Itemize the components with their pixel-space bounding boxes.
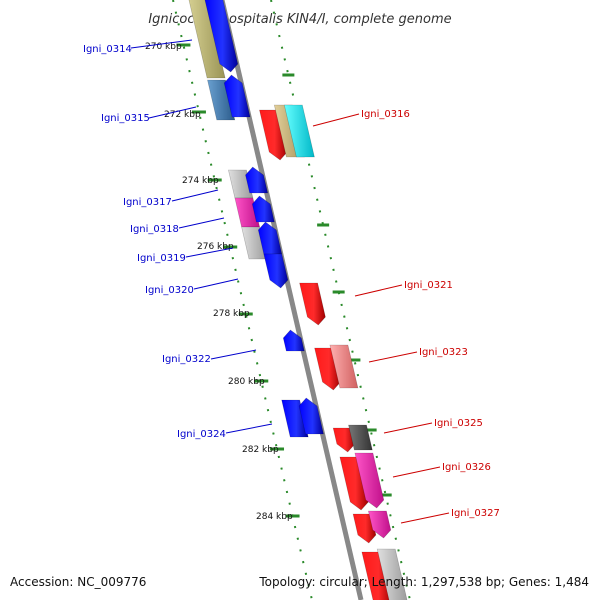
genome-summary-text: Topology: circular; Length: 1,297,538 bp…	[258, 575, 589, 589]
gene-label-left[interactable]: Igni_0317	[123, 197, 172, 208]
gene-block-dark[interactable]	[348, 424, 373, 451]
gene-block-gray[interactable]	[376, 548, 408, 600]
gene-leader-line	[383, 422, 433, 434]
scale-tick-label: 282 kbp	[242, 445, 279, 455]
scale-tick-label: 272 kbp	[164, 110, 201, 120]
gene-arrow-reverse[interactable]	[352, 513, 377, 544]
gene-label-right[interactable]: Igni_0323	[419, 347, 468, 358]
gene-arrow-reverse[interactable]	[339, 456, 369, 511]
gene-label-left[interactable]: Igni_0319	[137, 253, 186, 264]
gene-arrow-reverse[interactable]	[368, 510, 392, 539]
scale-tick-label: 270 kbp	[145, 42, 182, 52]
gene-leader-line	[130, 39, 193, 49]
gene-leader-line	[354, 284, 403, 297]
gene-arrow-forward[interactable]	[204, 0, 239, 73]
gene-leader-line	[178, 217, 225, 229]
gene-leader-line	[148, 106, 197, 119]
gene-leader-line	[392, 466, 441, 478]
gene-arrow-forward[interactable]	[263, 253, 289, 289]
gene-leader-line	[225, 423, 273, 434]
gene-label-left[interactable]: Igni_0324	[177, 429, 226, 440]
gene-arrow-reverse[interactable]	[354, 452, 385, 509]
scale-tick-label: 274 kbp	[182, 176, 219, 186]
gene-label-left[interactable]: Igni_0318	[130, 224, 179, 235]
gene-leader-line	[400, 512, 450, 524]
gene-arrow-reverse[interactable]	[299, 282, 326, 326]
scale-tick-label: 280 kbp	[228, 377, 265, 387]
scale-tick-label: 276 kbp	[197, 242, 234, 252]
gene-label-left[interactable]: Igni_0320	[145, 285, 194, 296]
gene-block-khaki[interactable]	[188, 0, 226, 79]
gene-label-right[interactable]: Igni_0325	[434, 418, 483, 429]
gene-arrow-forward[interactable]	[298, 397, 324, 435]
gene-label-left[interactable]: Igni_0315	[101, 113, 150, 124]
gene-label-left[interactable]: Igni_0322	[162, 354, 211, 365]
gene-leader-line	[368, 351, 418, 363]
accession-text: Accession: NC_009776	[10, 575, 146, 589]
gene-arrow-forward[interactable]	[245, 166, 269, 194]
gene-leader-line	[210, 349, 257, 360]
gene-block-salmon[interactable]	[329, 344, 359, 389]
gene-label-left[interactable]: Igni_0314	[83, 44, 132, 55]
gene-block-red[interactable]	[361, 551, 392, 600]
gene-block-steel[interactable]	[207, 79, 236, 121]
gene-label-right[interactable]: Igni_0327	[451, 508, 500, 519]
gene-leader-line	[312, 113, 360, 127]
gene-leader-line	[185, 247, 234, 258]
gene-block-cyan[interactable]	[283, 104, 315, 158]
gene-leader-line	[171, 189, 219, 202]
gene-leader-line	[193, 278, 239, 290]
gene-label-right[interactable]: Igni_0321	[404, 280, 453, 291]
gene-label-right[interactable]: Igni_0316	[361, 109, 410, 120]
gene-arrow-forward[interactable]	[251, 195, 275, 223]
gene-arrow-reverse[interactable]	[332, 427, 356, 453]
gene-arrow-forward[interactable]	[223, 74, 251, 118]
gene-label-right[interactable]: Igni_0326	[442, 462, 491, 473]
gene-arrow-forward[interactable]	[282, 329, 305, 352]
scale-tick-label: 284 kbp	[256, 512, 293, 522]
scale-tick-label: 278 kbp	[213, 309, 250, 319]
